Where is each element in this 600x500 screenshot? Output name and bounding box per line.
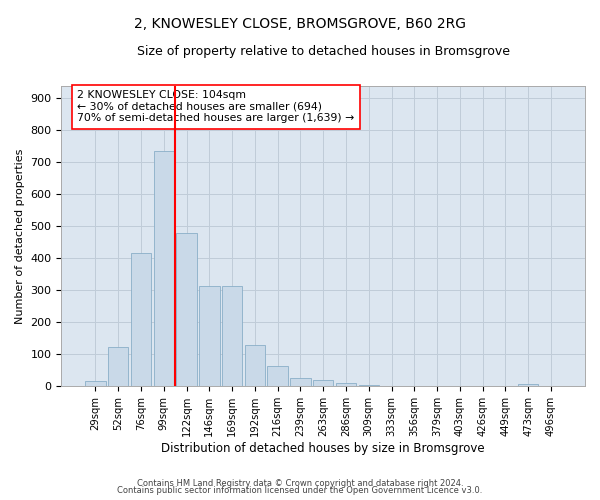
Bar xyxy=(268,366,288,386)
Bar xyxy=(85,380,106,386)
Bar xyxy=(108,348,128,387)
Text: Contains HM Land Registry data © Crown copyright and database right 2024.: Contains HM Land Registry data © Crown c… xyxy=(137,478,463,488)
Bar xyxy=(336,383,356,386)
Y-axis label: Number of detached properties: Number of detached properties xyxy=(15,148,25,324)
X-axis label: Distribution of detached houses by size in Bromsgrove: Distribution of detached houses by size … xyxy=(161,442,485,455)
Bar xyxy=(199,286,220,386)
Bar xyxy=(154,151,174,386)
Bar xyxy=(518,384,538,386)
Bar xyxy=(176,234,197,386)
Bar xyxy=(245,344,265,387)
Bar xyxy=(313,380,334,386)
Bar xyxy=(131,252,151,386)
Text: 2, KNOWESLEY CLOSE, BROMSGROVE, B60 2RG: 2, KNOWESLEY CLOSE, BROMSGROVE, B60 2RG xyxy=(134,18,466,32)
Bar xyxy=(290,378,311,386)
Text: 2 KNOWESLEY CLOSE: 104sqm
← 30% of detached houses are smaller (694)
70% of semi: 2 KNOWESLEY CLOSE: 104sqm ← 30% of detac… xyxy=(77,90,355,124)
Bar xyxy=(222,286,242,386)
Title: Size of property relative to detached houses in Bromsgrove: Size of property relative to detached ho… xyxy=(137,45,510,58)
Bar xyxy=(359,384,379,386)
Text: Contains public sector information licensed under the Open Government Licence v3: Contains public sector information licen… xyxy=(118,486,482,495)
